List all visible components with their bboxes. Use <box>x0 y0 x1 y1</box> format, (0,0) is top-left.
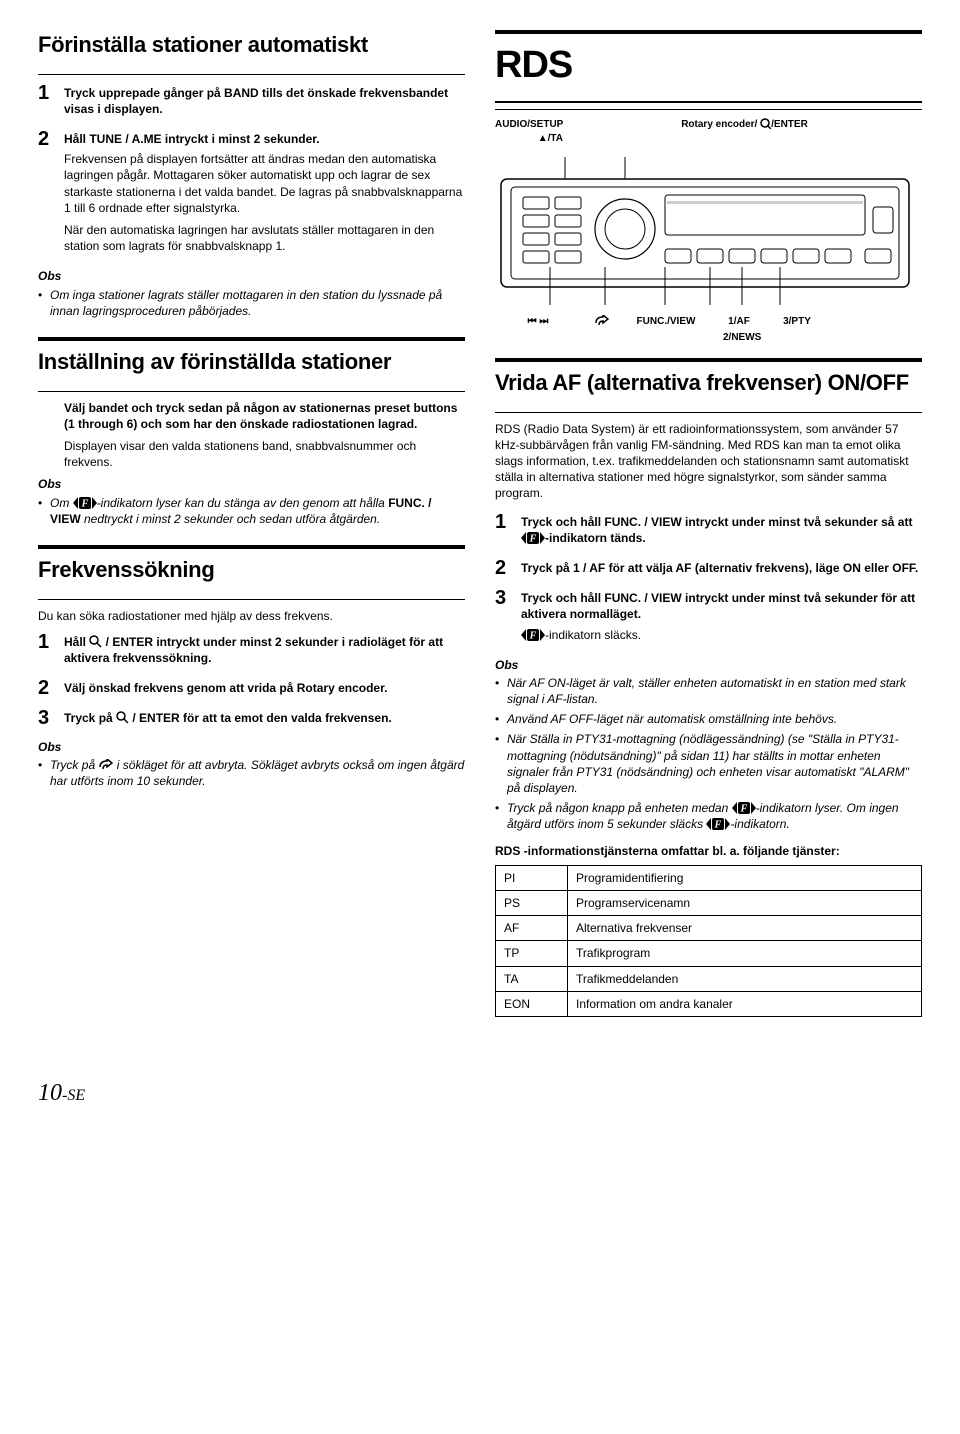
search-icon <box>116 711 129 724</box>
obs-item: När Ställa in PTY31-mottagning (nödläges… <box>495 731 922 796</box>
rds-title: RDS <box>495 40 922 91</box>
section-title: Förinställa stationer automatiskt <box>38 30 465 60</box>
rds-table-title: RDS -informationstjänsterna omfattar bl.… <box>495 843 922 859</box>
step-paragraph: Frekvensen på displayen fortsätter att ä… <box>64 151 465 216</box>
step-number: 1 <box>38 83 52 121</box>
step-lead: Välj önskad frekvens genom att vrida på … <box>64 680 465 696</box>
step-paragraph: När den automatiska lagringen har avslut… <box>64 222 465 254</box>
obs-list: Tryck på i sökläget för att avbryta. Sök… <box>38 757 465 789</box>
af-intro: RDS (Radio Data System) är ett radioinfo… <box>495 421 922 502</box>
obs-item: Använd AF OFF-läget när automatisk omstä… <box>495 711 922 727</box>
step-number: 1 <box>495 512 509 550</box>
table-row: PIProgramidentifiering <box>496 865 922 890</box>
back-icon <box>98 759 113 771</box>
rds-services-table: PIProgramidentifiering PSProgramservicen… <box>495 865 922 1017</box>
search-icon <box>760 118 771 129</box>
af-steps: 1 Tryck och håll FUNC. / VIEW intryckt u… <box>495 512 922 649</box>
table-row: TATrafikmeddelanden <box>496 966 922 991</box>
section-title: Frekvenssökning <box>38 555 465 585</box>
obs-item: Tryck på i sökläget för att avbryta. Sök… <box>38 757 465 789</box>
f-indicator-icon <box>521 532 545 544</box>
obs-label: Obs <box>38 268 465 284</box>
step-lead: Håll / ENTER intryckt under minst 2 seku… <box>64 634 465 666</box>
step-number: 1 <box>38 632 52 670</box>
freq-search-steps: 1 Håll / ENTER intryckt under minst 2 se… <box>38 632 465 731</box>
obs-list: När AF ON-läget är valt, ställer enheten… <box>495 675 922 833</box>
step-lead: Tryck och håll FUNC. / VIEW intryckt und… <box>521 514 922 546</box>
search-icon <box>89 635 102 648</box>
table-row: PSProgramservicenamn <box>496 890 922 915</box>
obs-label: Obs <box>495 657 922 673</box>
diagram-top-callouts: AUDIO/SETUP ▲/TA Rotary encoder/ /ENTER <box>495 118 922 145</box>
f-indicator-icon <box>73 497 97 509</box>
obs-item: Om inga stationer lagrats ställer mottag… <box>38 287 465 319</box>
table-row: TPTrafikprogram <box>496 941 922 966</box>
obs-list: Om -indikatorn lyser kan du stänga av de… <box>38 495 465 527</box>
obs-list: Om inga stationer lagrats ställer mottag… <box>38 287 465 319</box>
obs-item: När AF ON-läget är valt, ställer enheten… <box>495 675 922 707</box>
step-number: 2 <box>38 678 52 700</box>
step-lead: Håll TUNE / A.ME intryckt i minst 2 seku… <box>64 131 465 147</box>
preset-tune-para: Displayen visar den valda stationens ban… <box>64 438 465 470</box>
step-paragraph: -indikatorn släcks. <box>521 627 922 643</box>
step-number: 3 <box>38 708 52 730</box>
obs-item: Tryck på någon knapp på enheten medan -i… <box>495 800 922 832</box>
step-number: 2 <box>495 558 509 580</box>
preset-tune-lead: Välj bandet och tryck sedan på någon av … <box>64 400 465 432</box>
step-number: 2 <box>38 129 52 260</box>
back-icon <box>594 315 609 327</box>
section-title: Inställning av förinställda stationer <box>38 347 465 377</box>
table-row: EONInformation om andra kanaler <box>496 991 922 1016</box>
page-number: 10-SE <box>38 1077 922 1109</box>
step-lead: Tryck på / ENTER för att ta emot den val… <box>64 710 465 726</box>
step-lead: Tryck upprepade gånger på BAND tills det… <box>64 85 465 117</box>
preset-auto-steps: 1 Tryck upprepade gånger på BAND tills d… <box>38 83 465 261</box>
f-indicator-icon <box>521 629 545 641</box>
radio-diagram: ⏮ ⏭ FUNC./VIEW 1/AF 2/NEWS 3/PTY <box>495 157 922 330</box>
step-number: 3 <box>495 588 509 649</box>
step-lead: Tryck på 1 / AF för att välja AF (altern… <box>521 560 922 576</box>
freq-search-intro: Du kan söka radiostationer med hjälp av … <box>38 608 465 624</box>
diagram-bottom-callouts: ⏮ ⏭ FUNC./VIEW 1/AF 2/NEWS 3/PTY <box>495 315 922 330</box>
obs-item: Om -indikatorn lyser kan du stänga av de… <box>38 495 465 527</box>
obs-label: Obs <box>38 739 465 755</box>
obs-label: Obs <box>38 476 465 492</box>
table-row: AFAlternativa frekvenser <box>496 916 922 941</box>
f-indicator-icon <box>732 802 756 814</box>
section-title: Vrida AF (alternativa frekvenser) ON/OFF <box>495 368 922 398</box>
step-lead: Tryck och håll FUNC. / VIEW intryckt und… <box>521 590 922 622</box>
f-indicator-icon <box>706 818 730 830</box>
